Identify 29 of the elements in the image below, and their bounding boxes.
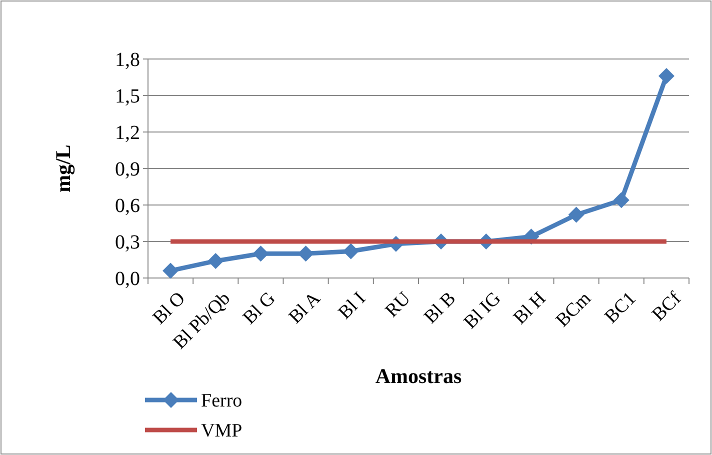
- legend-label: Ferro: [201, 390, 242, 412]
- y-tick-label: 1,8: [115, 49, 140, 71]
- y-tick-label: 0,6: [115, 195, 140, 217]
- legend-label: VMP: [201, 420, 242, 442]
- y-tick-label: 0,3: [115, 232, 140, 254]
- x-tick-label: Bl A: [284, 288, 325, 328]
- x-tick-label: Bl IG: [460, 288, 506, 334]
- point: [342, 243, 359, 260]
- x-tick-label: BCf: [648, 288, 686, 326]
- point: [252, 246, 269, 262]
- y-tick-label: 1,5: [115, 86, 140, 108]
- x-tick-label: Bl I: [334, 288, 370, 324]
- x-tick-label: Bl G: [239, 288, 280, 329]
- x-tick-label: Bl B: [420, 288, 460, 328]
- point: [298, 246, 314, 262]
- x-tick-label: RU: [381, 288, 416, 322]
- x-tick-label: Bl H: [510, 288, 550, 329]
- point: [658, 68, 674, 84]
- x-tick-label: BC1: [600, 288, 640, 328]
- y-tick-label: 0,0: [115, 268, 140, 290]
- y-tick-label: 0,9: [115, 158, 140, 180]
- x-tick-label: Bl O: [148, 288, 190, 329]
- y-axis-title: mg/L: [51, 144, 75, 192]
- point: [162, 262, 179, 279]
- point: [613, 192, 630, 208]
- x-axis-title: Amostras: [375, 364, 462, 388]
- y-tick-label: 1,2: [115, 122, 140, 144]
- point: [208, 252, 224, 269]
- point: [568, 206, 584, 223]
